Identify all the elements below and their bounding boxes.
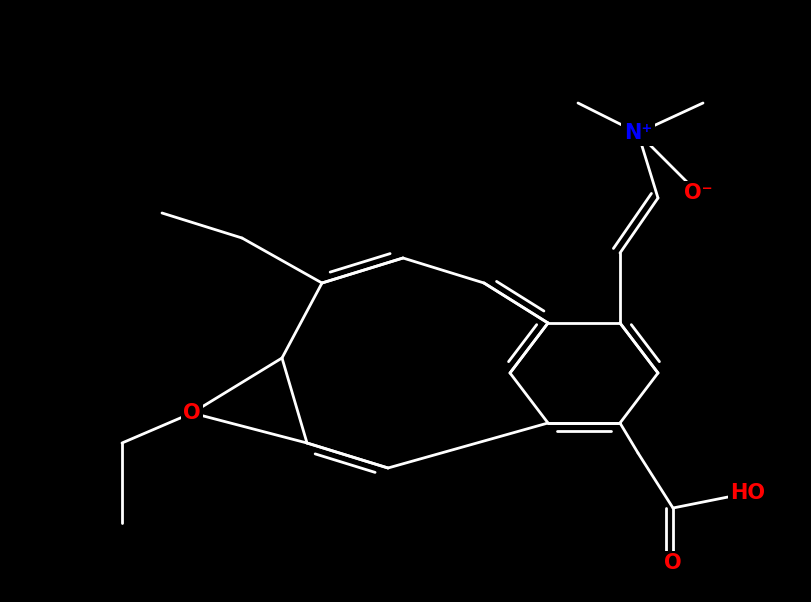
Text: O: O	[664, 553, 682, 573]
Text: O⁻: O⁻	[684, 183, 712, 203]
Text: HO: HO	[731, 483, 766, 503]
Text: N⁺: N⁺	[624, 123, 652, 143]
Text: O: O	[183, 403, 201, 423]
